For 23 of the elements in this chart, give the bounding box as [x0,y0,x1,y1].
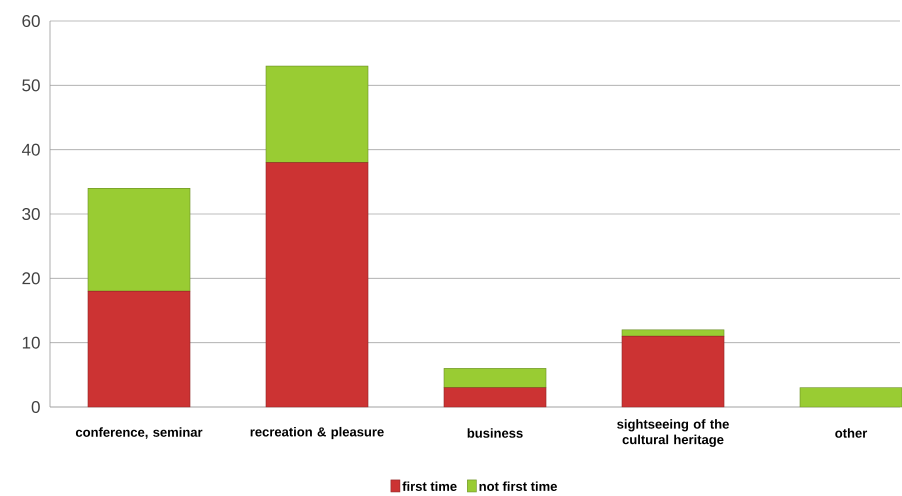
legend-label: first time [402,481,457,491]
x-tick-label: sightseeing of the cultural heritage [617,419,729,447]
x-tick-label: conference, seminar [76,427,202,439]
y-tick-label: 0 [32,400,40,414]
bar [266,162,368,408]
bar [266,66,368,163]
y-tick-label: 10 [22,336,40,349]
x-tick-label: business [468,428,523,438]
y-tick-label: 50 [22,79,40,92]
y-tick-label: 20 [22,272,40,284]
x-tick-label: recreation & pleasure [250,426,384,440]
bar [622,336,724,408]
bar [444,387,546,408]
x-tick-label: other [835,428,868,438]
bar [444,368,546,388]
legend-label: not first time [480,481,557,491]
bar [800,387,902,408]
y-tick-label: 60 [22,14,40,28]
y-tick-label: 30 [22,208,40,220]
y-tick-label: 40 [22,144,40,156]
bar [88,290,190,408]
bar [622,330,724,337]
bar [88,188,190,292]
